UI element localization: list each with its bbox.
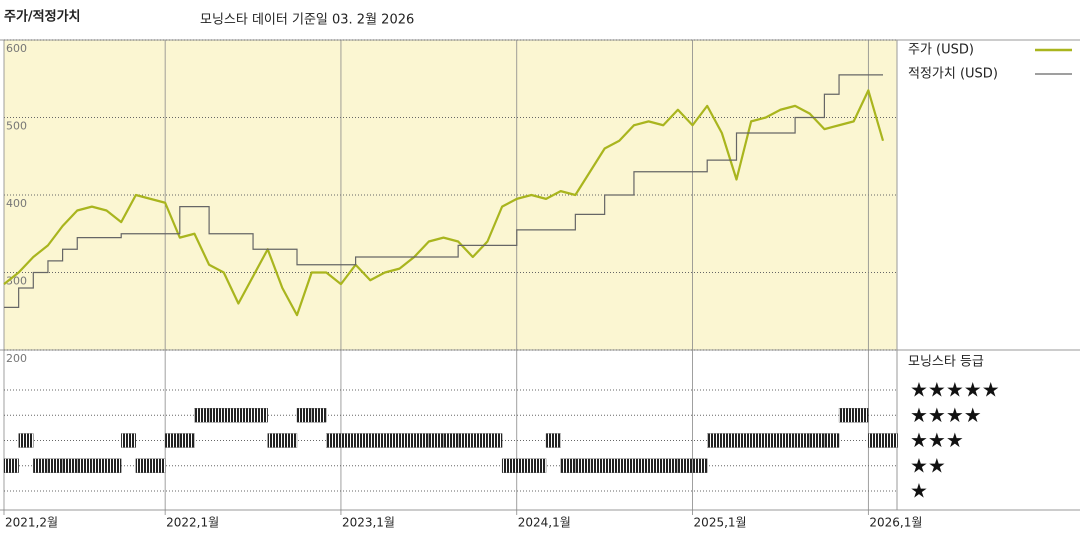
legend-label: 주가 (USD) [908,43,974,58]
rating-bar [589,458,605,473]
rating-bar [443,433,459,448]
rating-bar [868,433,884,448]
legend-label: 적정가치 (USD) [908,67,998,82]
rating-bar [736,433,752,448]
y-tick-label: 200 [6,352,27,365]
rating-bar [809,433,825,448]
chart-title: 주가/적정가치 [4,9,81,25]
rating-bar [370,433,386,448]
rating-bar [457,433,473,448]
rating-bar [663,458,679,473]
rating-bar [326,433,342,448]
rating-level-label: ★★ [910,453,946,477]
rating-bar [384,433,400,448]
x-tick-label: 2025,1월 [694,516,747,530]
rating-bar [121,433,136,448]
rating-bar [487,433,503,448]
rating-bar [619,458,635,473]
rating-level-label: ★★★ [910,428,964,452]
rating-bar [282,433,298,448]
rating-bar [179,433,195,448]
rating-level-label: ★★★★ [910,403,982,427]
rating-bar [648,458,664,473]
y-tick-label: 400 [6,197,27,210]
rating-bar [399,433,415,448]
rating-bar [633,458,649,473]
rating-bar [677,458,693,473]
rating-bar [106,458,122,473]
rating-bar [194,408,210,423]
rating-level-label: ★ [910,479,928,503]
rating-bar [780,433,796,448]
rating-bar [47,458,63,473]
rating-bar [472,433,488,448]
rating-bar [414,433,430,448]
rating-bar [150,458,166,473]
rating-bar [501,458,517,473]
x-tick-label: 2021,2월 [5,516,58,530]
rating-bar [18,433,34,448]
rating-title: 모닝스타 등급 [908,355,984,370]
rating-bar [77,458,93,473]
rating-bar [707,433,723,448]
rating-bar [33,458,49,473]
rating-bar [604,458,620,473]
rating-bar [853,408,869,423]
rating-bar [252,408,268,423]
rating-bar [545,433,561,448]
x-tick-label: 2023,1월 [342,516,395,530]
rating-bar [824,433,840,448]
rating-bar [135,458,151,473]
rating-bar [91,458,107,473]
x-tick-label: 2022,1월 [166,516,219,530]
y-tick-label: 500 [6,120,27,133]
rating-bar [62,458,78,473]
x-tick-label: 2026,1월 [869,516,922,530]
rating-bar [296,408,312,423]
chart-subtitle: 모닝스타 데이터 기준일 03. 2월 2026 [200,13,414,28]
rating-bar [575,458,591,473]
rating-bar [3,458,19,473]
rating-bar [238,408,254,423]
rating-bar [311,408,327,423]
rating-bar [751,433,766,448]
y-tick-label: 600 [6,42,27,55]
rating-bar [794,433,810,448]
rating-bar [428,433,444,448]
rating-bar [765,433,781,448]
fair-value-line [4,74,883,308]
rating-level-label: ★★★★★ [910,378,1000,402]
rating-bar [164,433,180,448]
rating-bar [721,433,737,448]
rating-bar [516,458,532,473]
rating-bar [838,408,854,423]
rating-bar [882,433,898,448]
rating-bar [560,458,576,473]
rating-bar [267,433,283,448]
rating-bar [340,433,356,448]
rating-bar [531,458,547,473]
x-tick-label: 2024,1월 [518,516,571,530]
rating-bar [208,408,224,423]
price-line [3,89,885,317]
rating-bar [355,433,371,448]
rating-bar [223,408,239,423]
rating-bar [692,458,708,473]
